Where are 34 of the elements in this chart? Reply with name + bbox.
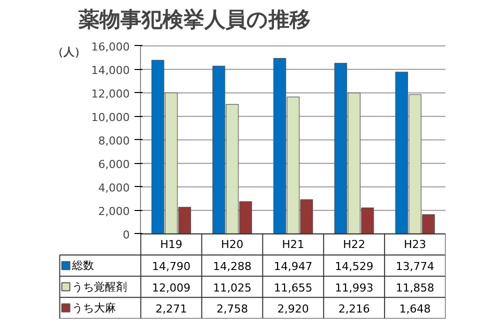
data-label: 1,648 [399, 302, 431, 316]
y-axis-title: （人） [52, 45, 86, 58]
legend-label: うち覚醒剤 [72, 280, 127, 294]
y-tick-label: 2,000 [98, 204, 130, 218]
data-label: 11,655 [274, 281, 312, 294]
data-label: 14,790 [152, 260, 191, 274]
chart-title: 薬物事犯検挙人員の推移 [78, 8, 310, 32]
data-label: 11,025 [212, 281, 252, 294]
y-tick-label: 14,000 [91, 64, 130, 77]
y-tick-label: 10,000 [91, 110, 130, 124]
y-tick-label: 4,000 [98, 181, 130, 194]
data-label: 12,009 [152, 281, 191, 294]
data-label: 14,288 [212, 260, 252, 274]
x-tick-label: H22 [342, 238, 366, 251]
data-label: 11,993 [334, 281, 374, 294]
data-label: 11,858 [396, 281, 434, 294]
y-tick-label: 12,000 [91, 87, 130, 100]
x-tick-label: H23 [404, 238, 426, 251]
data-label: 14,529 [334, 260, 374, 274]
data-label: 2,216 [338, 302, 370, 316]
y-tick-label: 8,000 [98, 134, 130, 148]
y-tick-label: 6,000 [98, 158, 130, 171]
y-tick-label: 16,000 [91, 40, 130, 54]
data-label: 13,774 [396, 260, 434, 274]
y-tick-label: 0 [122, 228, 130, 242]
data-label: 2,758 [216, 302, 248, 316]
x-tick-label: H21 [282, 238, 304, 251]
legend-label: うち大麻 [72, 301, 116, 314]
data-label: 2,271 [156, 302, 188, 316]
data-label: 14,947 [274, 260, 312, 274]
x-tick-label: H19 [160, 238, 182, 251]
data-label: 2,920 [277, 302, 309, 316]
legend-label: 総数 [70, 259, 94, 272]
x-tick-label: H20 [221, 238, 244, 251]
